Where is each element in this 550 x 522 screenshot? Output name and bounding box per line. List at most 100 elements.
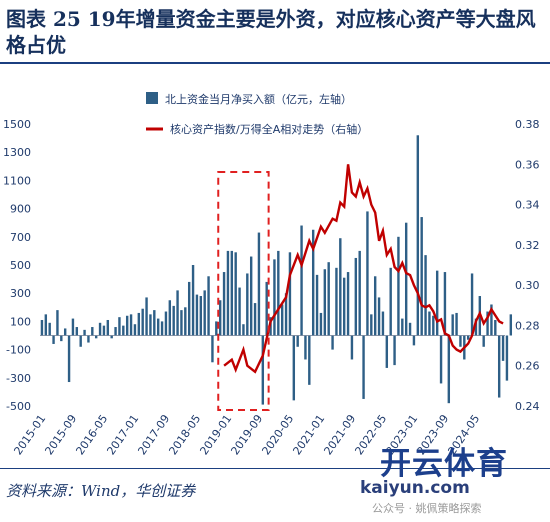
bar [106, 319, 110, 336]
bar [79, 335, 82, 347]
bar [118, 317, 121, 336]
bar [420, 217, 423, 336]
bar [98, 322, 102, 336]
bar [249, 256, 253, 336]
bar [404, 222, 408, 336]
bar [277, 250, 280, 336]
bar [122, 325, 125, 336]
bar [412, 335, 416, 346]
watermark-brand: 开云体育 [380, 446, 508, 482]
bar [486, 311, 489, 336]
title-divider [0, 62, 550, 64]
highlight-box [217, 171, 270, 411]
bar [176, 290, 179, 336]
bar [455, 312, 458, 336]
bar [428, 311, 431, 336]
bar [137, 312, 141, 336]
bar [91, 327, 94, 336]
bar [319, 312, 323, 336]
bar [482, 335, 485, 347]
bar [331, 335, 334, 350]
bar [172, 305, 175, 336]
bar [288, 252, 292, 336]
bar [160, 321, 164, 336]
bar [94, 335, 98, 339]
left-axis: -500 -300 -100 100 300 500 700 900 1100 1300 1500 [3, 118, 31, 413]
bar [354, 257, 358, 336]
bar [315, 274, 319, 336]
right-tick-label: 0.34 [515, 199, 540, 212]
bar [253, 303, 257, 336]
bar [373, 276, 377, 336]
bar [447, 335, 451, 404]
right-tick-label: 0.36 [515, 158, 540, 171]
bar [145, 297, 148, 336]
bar [389, 267, 392, 336]
bar [393, 335, 396, 366]
bar [327, 262, 330, 336]
left-tick-label: 1100 [3, 174, 31, 187]
bar [52, 335, 55, 344]
bar [180, 310, 183, 336]
bar [133, 324, 137, 336]
bar [102, 325, 106, 336]
bar [261, 335, 265, 405]
bar [226, 250, 230, 336]
source-divider [0, 468, 550, 469]
bar [381, 311, 385, 336]
bar [153, 310, 156, 336]
bar [308, 335, 311, 385]
bar [187, 281, 191, 336]
bar [265, 281, 268, 336]
bar [168, 300, 172, 336]
bar [490, 304, 493, 336]
bar [443, 272, 447, 336]
bar [234, 252, 237, 336]
bar [296, 335, 299, 347]
bar [416, 135, 420, 336]
bar-series [40, 135, 513, 405]
bar [222, 272, 226, 336]
bar [300, 225, 303, 336]
bar [211, 335, 214, 363]
bar [370, 314, 373, 336]
left-tick-label: -300 [6, 372, 31, 385]
right-tick-label: 0.24 [515, 400, 540, 413]
bar [342, 277, 346, 336]
bar [497, 335, 501, 398]
source-note: 资料来源：Wind，华创证券 [6, 482, 196, 500]
right-axis: 0.24 0.26 0.28 0.30 0.32 0.34 0.36 0.38 [515, 118, 540, 413]
bar [292, 335, 296, 401]
bar [230, 250, 234, 336]
bar [40, 319, 44, 336]
watermark-account: 公众号 · 姚佩策略探索 [372, 502, 482, 515]
bar [83, 329, 86, 336]
bar [501, 335, 505, 361]
bar [362, 335, 365, 399]
bar [56, 310, 59, 336]
bar [191, 265, 195, 336]
bar [346, 272, 350, 336]
left-tick-label: 1300 [3, 146, 31, 159]
bar [439, 335, 443, 384]
bar [397, 236, 400, 336]
left-tick-label: -100 [6, 344, 31, 357]
bar [242, 324, 245, 336]
bar [494, 319, 497, 336]
bar [141, 308, 144, 336]
bar [451, 314, 454, 336]
left-tick-label: 500 [10, 259, 31, 272]
watermark-site: kaiyun.com [360, 478, 470, 498]
bar [273, 259, 276, 336]
bar [311, 229, 315, 336]
bar [149, 314, 152, 336]
bar [377, 297, 381, 336]
bar [184, 307, 187, 336]
legend-bar-swatch [146, 92, 158, 104]
bar [401, 318, 404, 336]
bar [424, 255, 427, 336]
legend: 北上资金当月净买入额（亿元，左轴） 核心资产指数/万得全A相对走势（右轴） [146, 92, 368, 136]
bar [257, 232, 261, 336]
chart: 北上资金当月净买入额（亿元，左轴） 核心资产指数/万得全A相对走势（右轴） -5… [3, 92, 540, 457]
bar [284, 293, 288, 336]
